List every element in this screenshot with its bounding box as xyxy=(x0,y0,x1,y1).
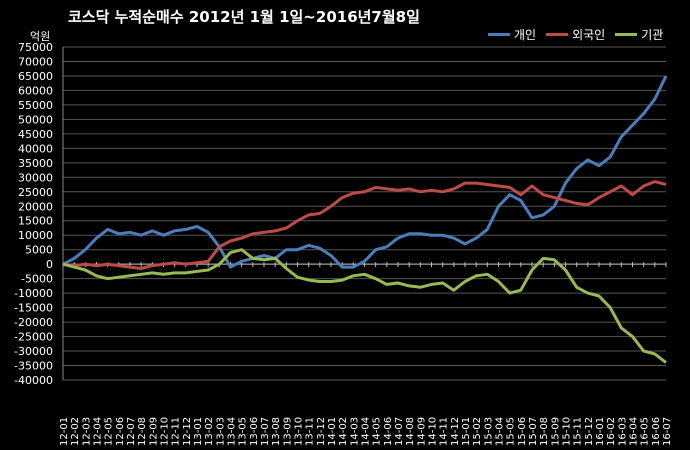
y-tick-label: -25000 xyxy=(14,331,53,344)
y-tick-label: 60000 xyxy=(18,84,53,97)
x-tick-label: 16-07 xyxy=(662,417,673,446)
chart-legend: 개인 외국인 기관 xyxy=(488,26,663,43)
legend-item-institution: 기관 xyxy=(615,26,663,43)
x-tick-label: 14-03 xyxy=(349,417,360,446)
x-tick-label: 14-12 xyxy=(450,417,461,446)
legend-swatch xyxy=(488,33,510,36)
y-axis-unit-label: 억원 xyxy=(30,30,51,43)
series-line xyxy=(62,180,667,270)
y-tick-label: 0 xyxy=(46,258,53,271)
x-tick-label: 14-06 xyxy=(383,417,394,446)
x-tick-label: 13-04 xyxy=(227,417,238,446)
x-tick-label: 12-06 xyxy=(115,417,126,446)
x-tick-label: 12-04 xyxy=(93,417,104,446)
y-tick-label: 50000 xyxy=(18,113,53,126)
legend-label: 기관 xyxy=(641,28,664,42)
x-tick-label: 13-03 xyxy=(215,417,226,446)
x-tick-label: 16-04 xyxy=(629,417,640,446)
x-tick-label: 16-01 xyxy=(595,417,606,446)
x-tick-label: 15-09 xyxy=(550,417,561,446)
x-tick-label: 13-12 xyxy=(316,417,327,446)
y-tick-label: 40000 xyxy=(18,142,53,155)
x-tick-label: 13-09 xyxy=(282,417,293,446)
y-tick-label: -40000 xyxy=(14,374,53,387)
x-tick-label: 12-07 xyxy=(126,417,137,446)
y-tick-label: 45000 xyxy=(18,128,53,141)
x-tick-label: 14-02 xyxy=(338,417,349,446)
x-tick-label: 15-04 xyxy=(495,417,506,446)
chart-title: 코스닥 누적순매수 2012년 1월 1일~2016년7월8일 xyxy=(68,8,420,26)
y-tick-label: 15000 xyxy=(18,215,53,228)
x-tick-label: 12-05 xyxy=(104,417,115,446)
y-tick-label: 70000 xyxy=(18,55,53,68)
x-tick-label: 15-11 xyxy=(573,417,584,446)
x-tick-label: 12-11 xyxy=(171,417,182,446)
y-tick-label: -35000 xyxy=(14,360,53,373)
x-tick-label: 14-11 xyxy=(439,417,450,446)
x-tick-label: 14-07 xyxy=(394,417,405,446)
x-tick-label: 12-08 xyxy=(137,417,148,446)
y-tick-label: -20000 xyxy=(14,316,53,329)
x-tick-label: 15-03 xyxy=(483,417,494,446)
y-tick-label: 65000 xyxy=(18,70,53,83)
series-line xyxy=(62,248,667,364)
x-tick-label: 15-07 xyxy=(528,417,539,446)
x-tick-label: 15-10 xyxy=(562,417,573,446)
x-tick-label: 15-08 xyxy=(539,417,550,446)
x-tick-label: 12-02 xyxy=(70,417,81,446)
y-tick-label: 55000 xyxy=(18,99,53,112)
legend-swatch xyxy=(615,33,638,36)
y-tick-label: 5000 xyxy=(25,244,53,257)
y-tick-label: -30000 xyxy=(14,345,53,358)
x-tick-label: 15-01 xyxy=(461,417,472,446)
x-tick-label: 15-12 xyxy=(584,417,595,446)
x-tick-label: 14-09 xyxy=(416,417,427,446)
x-tick-label: 13-06 xyxy=(249,417,260,446)
x-tick-label: 14-05 xyxy=(372,417,383,446)
x-tick-label: 16-02 xyxy=(606,417,617,446)
legend-item-foreign: 외국인 xyxy=(546,26,605,43)
x-tick-label: 14-08 xyxy=(405,417,416,446)
x-tick-label: 15-05 xyxy=(506,417,517,446)
x-tick-label: 12-10 xyxy=(160,417,171,446)
x-tick-label: 13-10 xyxy=(294,417,305,446)
x-tick-label: 13-05 xyxy=(238,417,249,446)
legend-label: 개인 xyxy=(514,28,537,42)
x-tick-label: 16-05 xyxy=(640,417,651,446)
x-tick-label: 16-06 xyxy=(651,417,662,446)
y-tick-label: 35000 xyxy=(18,157,53,170)
x-tick-label: 15-06 xyxy=(517,417,528,446)
y-tick-label: 20000 xyxy=(18,200,53,213)
y-tick-label: -10000 xyxy=(14,287,53,300)
series-line xyxy=(62,75,668,269)
legend-swatch xyxy=(546,33,569,36)
x-tick-label: 16-03 xyxy=(617,417,628,446)
y-tick-label: -5000 xyxy=(21,273,53,286)
x-tick-label: 13-11 xyxy=(305,417,316,446)
x-tick-label: 13-01 xyxy=(193,417,204,446)
y-tick-label: 10000 xyxy=(18,229,53,242)
x-tick-label: 13-08 xyxy=(271,417,282,446)
x-tick-label: 12-12 xyxy=(182,417,193,446)
legend-label: 외국인 xyxy=(572,28,606,42)
x-tick-label: 14-04 xyxy=(361,417,372,446)
x-tick-label: 13-07 xyxy=(260,417,271,446)
legend-item-individual: 개인 xyxy=(488,26,536,43)
x-tick-label: 12-03 xyxy=(81,417,92,446)
x-tick-label: 14-10 xyxy=(428,417,439,446)
y-tick-label: 75000 xyxy=(18,41,53,54)
x-tick-label: 14-01 xyxy=(327,417,338,446)
x-tick-label: 12-01 xyxy=(59,417,70,446)
y-tick-label: 30000 xyxy=(18,171,53,184)
y-tick-label: 25000 xyxy=(18,186,53,199)
y-tick-label: -15000 xyxy=(14,302,53,315)
x-tick-label: 12-09 xyxy=(148,417,159,446)
x-tick-label: 15-02 xyxy=(472,417,483,446)
x-tick-label: 13-02 xyxy=(204,417,215,446)
